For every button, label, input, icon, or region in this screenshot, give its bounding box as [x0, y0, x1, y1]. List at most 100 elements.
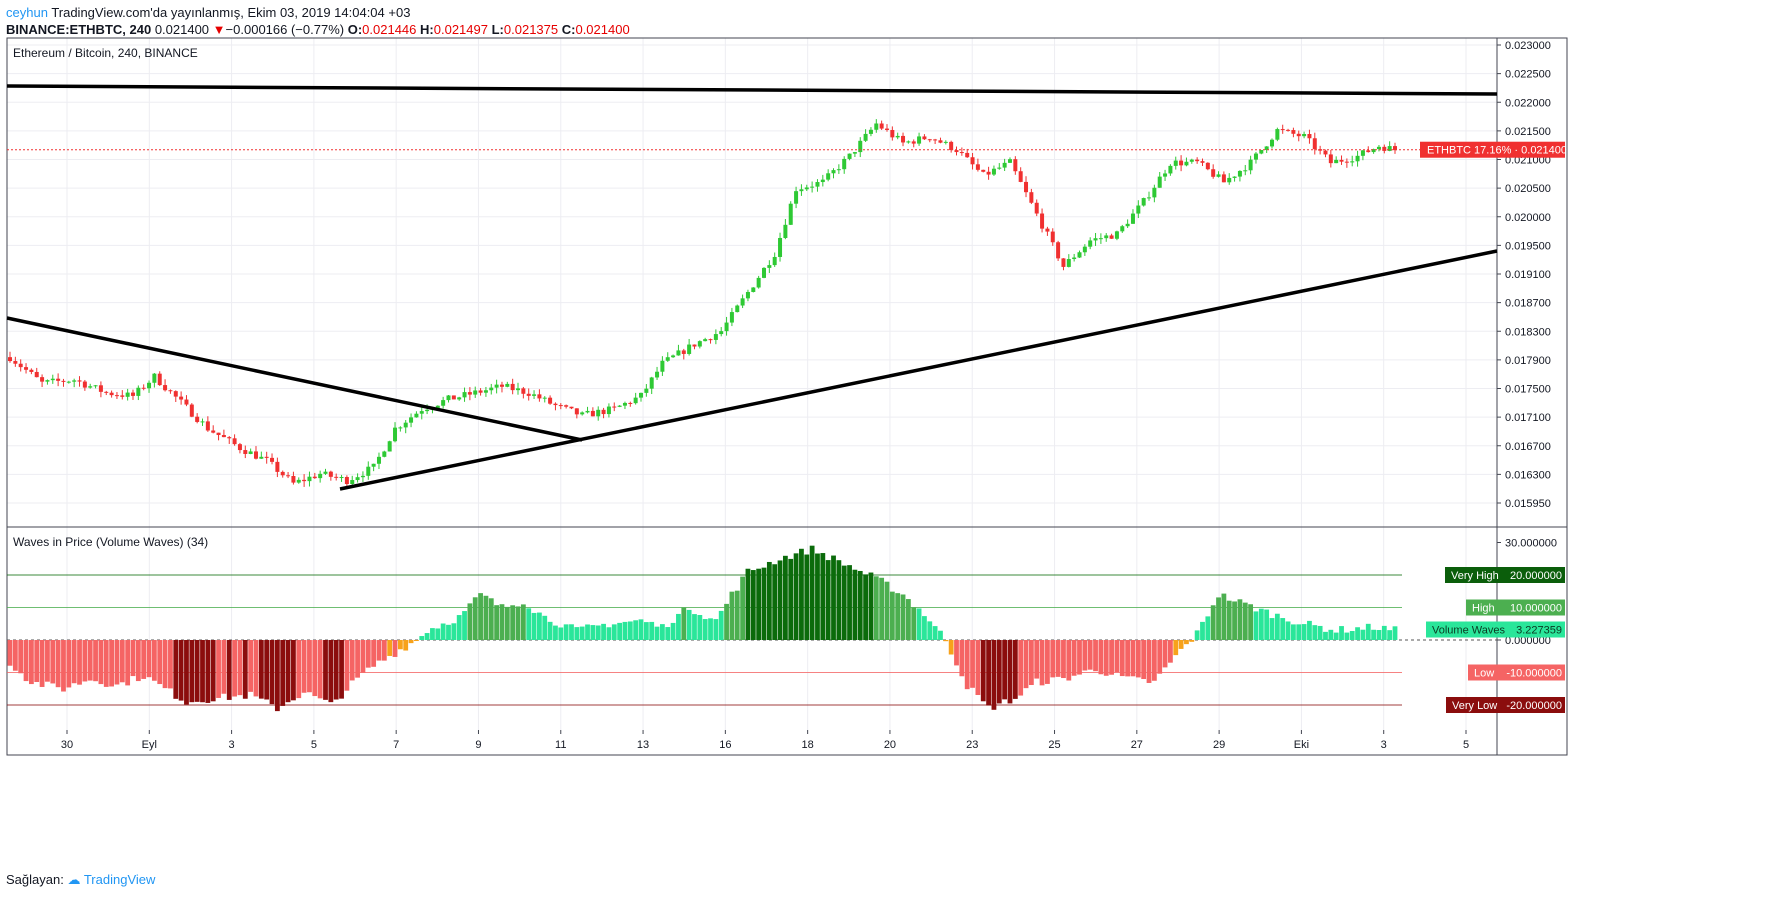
wave-bar	[307, 640, 312, 693]
candle-body	[355, 477, 360, 481]
level-badge-value: -10.000000	[1506, 668, 1562, 680]
candle-body	[874, 123, 879, 130]
candle-body	[82, 381, 87, 388]
wave-bar	[547, 621, 553, 640]
trendlines[interactable]	[6, 84, 1498, 491]
wave-bar	[1360, 629, 1366, 640]
candle-body	[1393, 146, 1397, 151]
osc-tick-label: 0.000000	[1505, 635, 1551, 647]
wave-bar	[1269, 618, 1275, 640]
candle-body	[168, 390, 173, 392]
candle-body	[130, 392, 135, 396]
descending-trendline[interactable]	[6, 316, 583, 442]
price-tick-label: 0.017900	[1505, 355, 1551, 367]
wave-bar	[724, 603, 729, 640]
candle-body	[783, 224, 788, 238]
wave-bar	[1162, 640, 1168, 668]
resistance-trendline[interactable]	[6, 84, 1498, 96]
candle-body	[735, 305, 740, 313]
candle-body	[708, 339, 713, 341]
level-badge-name: High	[1472, 603, 1495, 615]
candle-body	[1275, 129, 1280, 140]
candle-body	[280, 471, 285, 476]
wave-bar	[296, 640, 302, 699]
wave-bar	[820, 553, 826, 640]
wave-bar	[1253, 611, 1259, 640]
wave-bar	[537, 612, 542, 640]
wave-bar	[71, 640, 77, 684]
candle-body	[778, 237, 783, 257]
tradingview-logo-icon[interactable]: ☁	[67, 872, 81, 887]
wave-bar	[1376, 629, 1382, 640]
wave-bar	[986, 640, 991, 706]
wave-bar	[809, 545, 815, 640]
candle-body	[1168, 165, 1173, 174]
candle-body	[1259, 149, 1264, 154]
candle-body	[1050, 231, 1055, 243]
candle-body	[195, 416, 200, 422]
level-badge-value: -20.000000	[1506, 700, 1562, 712]
wave-bar	[676, 613, 681, 640]
candlestick-series	[8, 119, 1397, 488]
price-tick-label: 0.020500	[1505, 183, 1551, 195]
wave-bar	[622, 621, 628, 640]
wave-bar	[1012, 640, 1018, 699]
candle-body	[403, 422, 408, 428]
wave-bar	[1077, 640, 1082, 675]
wave-bar	[569, 624, 574, 640]
wave-bar	[194, 640, 200, 702]
wave-bar	[269, 640, 275, 705]
high-label: H:	[420, 22, 434, 37]
candle-body	[564, 405, 569, 407]
candle-body	[446, 395, 451, 401]
wave-bar	[371, 640, 377, 667]
wave-bar	[103, 640, 109, 687]
wave-bar	[184, 640, 189, 705]
wave-bar	[1168, 640, 1173, 663]
candle-body	[847, 153, 852, 159]
time-axis[interactable]: 30 Eyl 3 5 7 9 11 13 16 18 20 23 25 27 29 Eki 3 5	[61, 730, 1469, 751]
wave-bar	[1205, 616, 1211, 640]
wave-bar	[970, 640, 975, 688]
level-badge-value: 20.000000	[1510, 570, 1562, 582]
oscillator-title: Waves in Price (Volume Waves) (34)	[13, 535, 208, 549]
candle-body	[393, 427, 398, 442]
wave-bar	[1034, 640, 1040, 679]
candle-body	[478, 390, 483, 393]
candle-body	[323, 471, 328, 474]
candle-body	[761, 267, 766, 278]
candle-body	[1184, 161, 1189, 166]
wave-bar	[1226, 600, 1232, 640]
footer-brand[interactable]: TradingView	[83, 872, 156, 887]
wave-bar	[242, 640, 248, 699]
candle-body	[997, 167, 1002, 169]
support-trendline[interactable]	[339, 249, 1498, 491]
candle-body	[1211, 169, 1216, 177]
wave-bar	[1285, 621, 1291, 640]
price-axis[interactable]: 0.0230000.0225000.0220000.0215000.021000…	[1497, 40, 1551, 510]
wave-bar	[1018, 640, 1024, 696]
author-name[interactable]: ceyhun	[6, 5, 48, 20]
price-label-badge: ETHBTC 17.16% · 0.021400	[1420, 141, 1567, 158]
wave-bar	[462, 611, 467, 640]
wave-bar	[633, 620, 639, 640]
candle-body	[409, 417, 414, 423]
candle-body	[398, 427, 403, 429]
wave-bar	[1200, 621, 1205, 640]
wave-bar	[1355, 627, 1360, 640]
candle-body	[794, 191, 799, 204]
wave-bar	[119, 640, 125, 683]
candle-body	[1237, 170, 1242, 177]
high-value: 0.021497	[433, 22, 488, 37]
candle-body	[740, 298, 745, 306]
candle-body	[24, 367, 29, 370]
candle-body	[569, 406, 574, 409]
level-badges: Very High 20.000000 High 10.000000 Volume Wa…	[1426, 567, 1565, 713]
candle-body	[1387, 146, 1392, 151]
wave-bar	[1061, 640, 1066, 679]
wave-bar	[1157, 640, 1163, 674]
wave-bar	[237, 640, 243, 696]
wave-bar	[1045, 640, 1050, 684]
wave-bar	[408, 640, 414, 644]
